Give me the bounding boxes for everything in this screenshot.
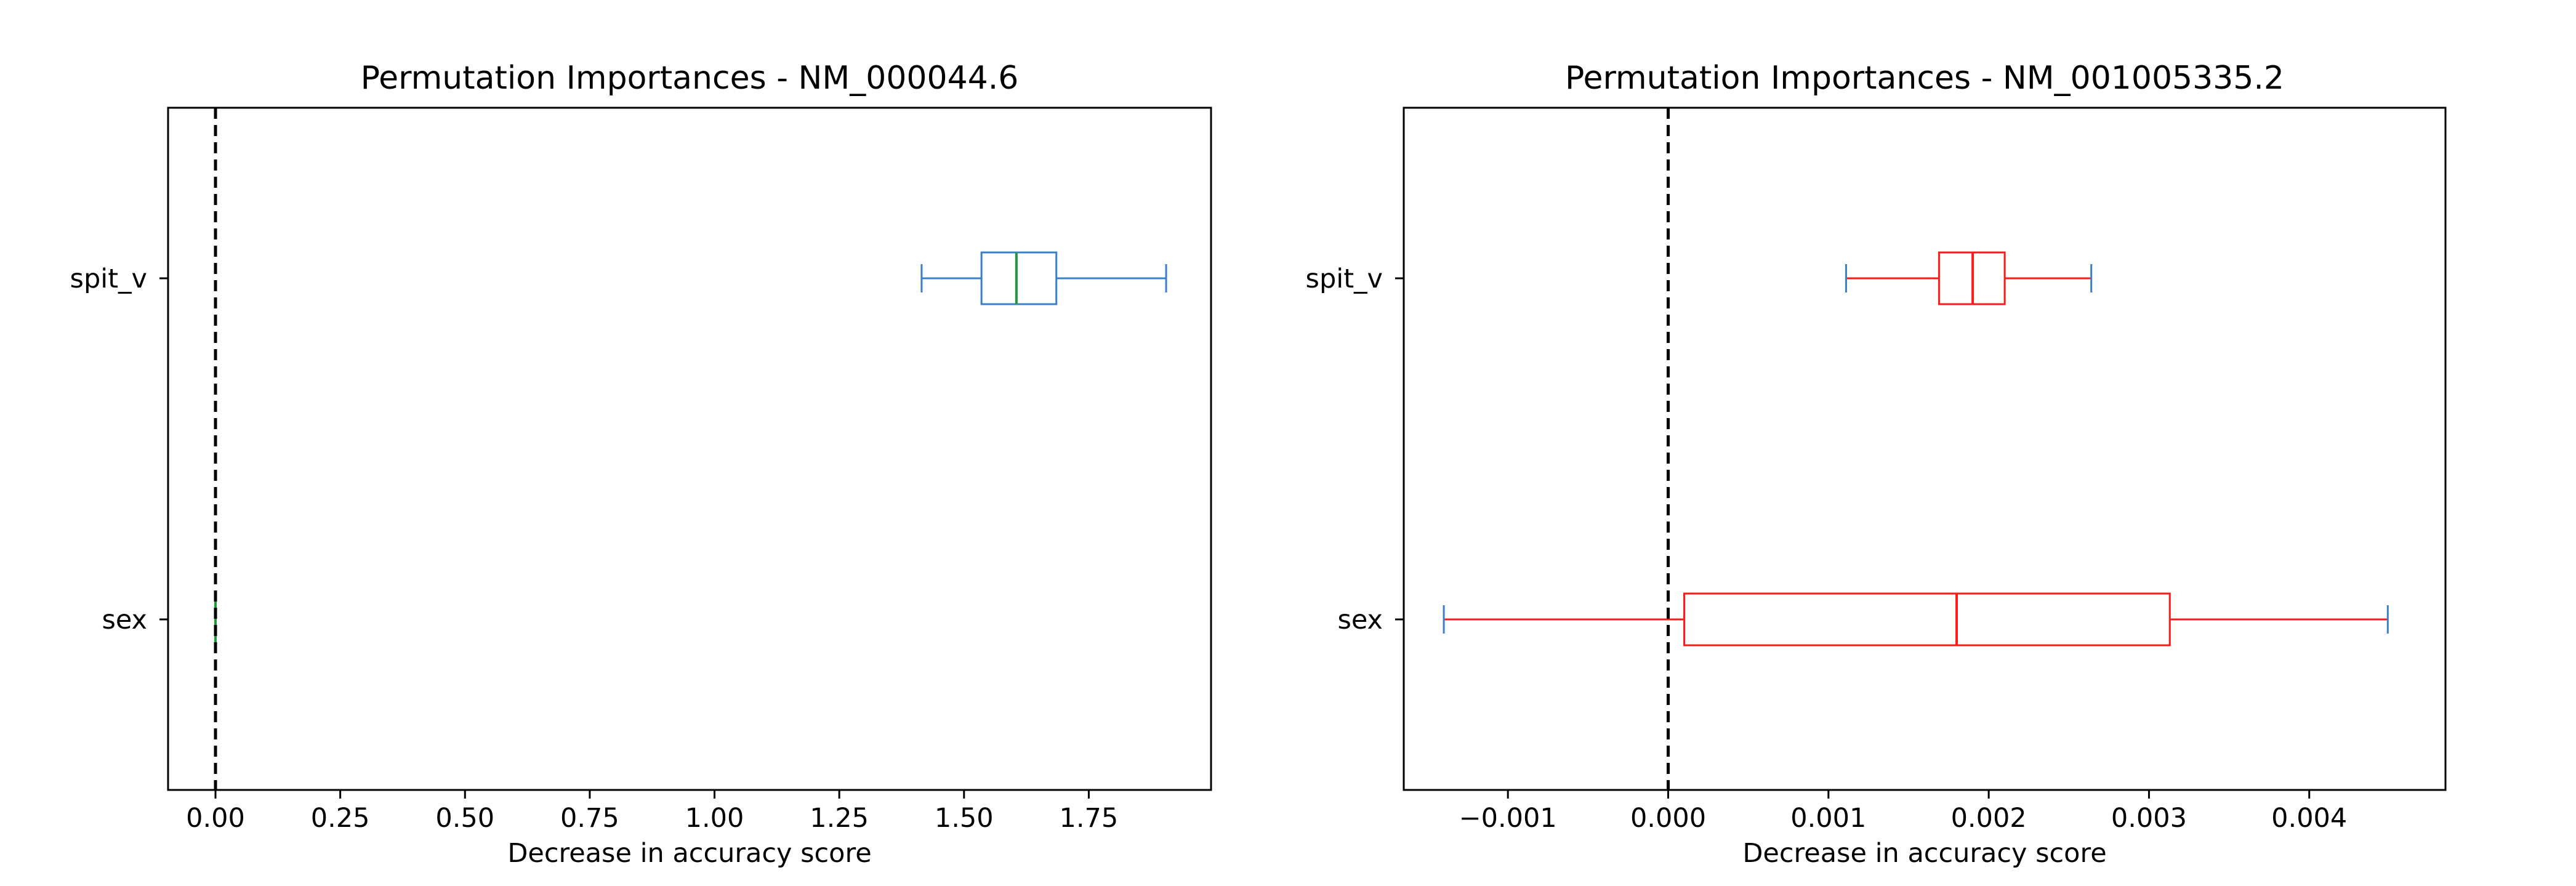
x-tick-label: 0.001: [1790, 803, 1866, 834]
x-tick-label: 0.003: [2111, 803, 2187, 834]
chart-panel-left: Permutation Importances - NM_000044.6 De…: [70, 60, 1212, 869]
iqr-box: [1683, 592, 2171, 646]
iqr-box: [980, 251, 1058, 305]
x-tick-label: 1.00: [685, 803, 744, 834]
x-axis-label: Decrease in accuracy score: [1742, 838, 2106, 869]
x-tick-label: 0.002: [1951, 803, 2027, 834]
plot-frame: [1403, 107, 2447, 791]
x-tick-label: 1.75: [1060, 803, 1119, 834]
y-tick-label: spit_v: [70, 264, 147, 294]
x-tick-label: 0.50: [435, 803, 494, 834]
chart-title: Permutation Importances - NM_001005335.2: [1565, 60, 2284, 97]
x-tick-label: 0.000: [1630, 803, 1706, 834]
chart-panel-right: Permutation Importances - NM_001005335.2…: [1306, 60, 2447, 869]
x-tick-label: 0.75: [560, 803, 619, 834]
x-tick-label: 0.004: [2271, 803, 2347, 834]
x-tick-label: 0.00: [186, 803, 245, 834]
x-tick-label: −0.001: [1459, 803, 1557, 834]
y-tick-label: spit_v: [1306, 264, 1383, 294]
x-tick-label: 1.25: [810, 803, 869, 834]
plot-frame: [167, 107, 1212, 791]
y-tick-label: sex: [1337, 605, 1383, 635]
x-axis-label: Decrease in accuracy score: [507, 838, 871, 869]
x-tick-label: 1.50: [935, 803, 994, 834]
chart-title: Permutation Importances - NM_000044.6: [361, 60, 1019, 97]
x-tick-label: 0.25: [311, 803, 370, 834]
y-tick-label: sex: [102, 605, 147, 635]
